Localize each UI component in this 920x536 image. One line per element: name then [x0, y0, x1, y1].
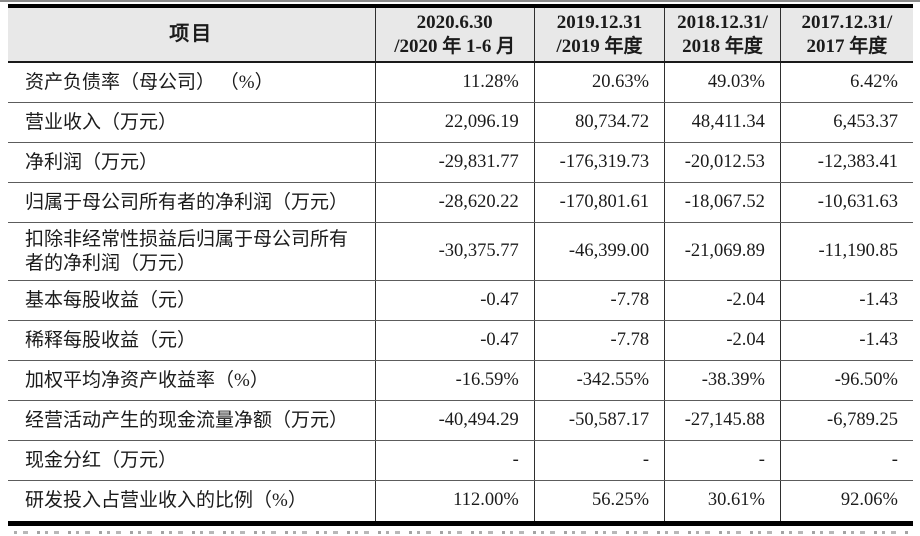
- cell-value-2019: -: [533, 441, 664, 480]
- header-period-2019-line1: 2019.12.31: [556, 11, 643, 33]
- cell-value-2019: 56.25%: [533, 481, 664, 521]
- cell-value-2018: 30.61%: [664, 481, 780, 521]
- cell-value-2020: -16.59%: [374, 361, 534, 400]
- row-label: 扣除非经常性损益后归属于母公司所有者的净利润（万元）: [25, 228, 349, 274]
- header-period-2017-line1: 2017.12.31/: [801, 11, 893, 33]
- header-period-2019: 2019.12.31 /2019 年度: [533, 8, 664, 61]
- cell-value-2020: -29,831.77: [374, 143, 534, 182]
- table-header-row: 项目 2020.6.30 /2020 年 1-6 月 2019.12.31 /2…: [8, 8, 913, 63]
- cell-value-2020: -30,375.77: [374, 223, 534, 280]
- cell-value-2018: -2.04: [664, 281, 780, 320]
- cell-value-2018: -27,145.88: [664, 401, 780, 440]
- row-label: 资产负债率（母公司） （%）: [25, 71, 274, 93]
- cell-value-2020: -: [374, 441, 534, 480]
- table-row: 基本每股收益（元） -0.47 -7.78 -2.04 -1.43: [8, 281, 913, 321]
- cell-value-2017: -96.50%: [779, 361, 913, 400]
- cell-value-2019: 80,734.72: [533, 103, 664, 142]
- table-row: 研发投入占营业收入的比例（%） 112.00% 56.25% 30.61% 92…: [8, 481, 913, 521]
- header-period-2018: 2018.12.31/ 2018 年度: [664, 8, 780, 61]
- cropped-text-remnant: [14, 529, 910, 536]
- header-item-column: 项目: [169, 23, 214, 45]
- cell-value-2020: -0.47: [374, 321, 534, 360]
- cell-value-2018: -20,012.53: [664, 143, 780, 182]
- cell-value-2018: 49.03%: [664, 63, 780, 102]
- cell-value-2017: 92.06%: [779, 481, 913, 521]
- cell-value-2018: -: [664, 441, 780, 480]
- row-label: 研发投入占营业收入的比例（%）: [25, 490, 307, 512]
- table-row: 现金分红（万元） - - - -: [8, 441, 913, 481]
- cell-value-2020: -28,620.22: [374, 183, 534, 222]
- header-period-2017: 2017.12.31/ 2017 年度: [779, 8, 913, 61]
- row-label: 稀释每股收益（元）: [25, 329, 197, 351]
- cell-value-2017: -1.43: [779, 281, 913, 320]
- cell-value-2018: -18,067.52: [664, 183, 780, 222]
- table-row: 加权平均净资产收益率（%） -16.59% -342.55% -38.39% -…: [8, 361, 913, 401]
- cell-value-2018: 48,411.34: [664, 103, 780, 142]
- table-row: 扣除非经常性损益后归属于母公司所有者的净利润（万元） -30,375.77 -4…: [8, 223, 913, 281]
- cell-value-2019: 20.63%: [533, 63, 664, 102]
- cell-value-2017: 6,453.37: [779, 103, 913, 142]
- cell-value-2017: -6,789.25: [779, 401, 913, 440]
- table-row: 经营活动产生的现金流量净额（万元） -40,494.29 -50,587.17 …: [8, 401, 913, 441]
- top-thin-rule: [0, 0, 920, 2]
- table-row: 资产负债率（母公司） （%） 11.28% 20.63% 49.03% 6.42…: [8, 63, 913, 103]
- cell-value-2018: -21,069.89: [664, 223, 780, 280]
- cell-value-2017: -11,190.85: [779, 223, 913, 280]
- table-row: 净利润（万元） -29,831.77 -176,319.73 -20,012.5…: [8, 143, 913, 183]
- table-row: 归属于母公司所有者的净利润（万元） -28,620.22 -170,801.61…: [8, 183, 913, 223]
- header-period-2020-line1: 2020.6.30: [416, 11, 493, 33]
- cell-value-2019: -7.78: [533, 321, 664, 360]
- header-period-2018-line2: 2018 年度: [682, 35, 763, 57]
- row-label: 现金分红（万元）: [25, 449, 178, 471]
- cell-value-2018: -38.39%: [664, 361, 780, 400]
- row-label: 基本每股收益（元）: [25, 289, 197, 311]
- table-body: 资产负债率（母公司） （%） 11.28% 20.63% 49.03% 6.42…: [8, 63, 913, 521]
- table-row: 稀释每股收益（元） -0.47 -7.78 -2.04 -1.43: [8, 321, 913, 361]
- cell-value-2020: -0.47: [374, 281, 534, 320]
- cell-value-2017: -: [779, 441, 913, 480]
- cell-value-2017: -1.43: [779, 321, 913, 360]
- cell-value-2019: -46,399.00: [533, 223, 664, 280]
- row-label: 经营活动产生的现金流量净额（万元）: [25, 409, 349, 431]
- cell-value-2017: 6.42%: [779, 63, 913, 102]
- row-label: 净利润（万元）: [25, 151, 159, 173]
- cell-value-2020: -40,494.29: [374, 401, 534, 440]
- cell-value-2020: 22,096.19: [374, 103, 534, 142]
- cell-value-2019: -176,319.73: [533, 143, 664, 182]
- row-label: 归属于母公司所有者的净利润（万元）: [25, 191, 349, 213]
- financial-indicators-table: 项目 2020.6.30 /2020 年 1-6 月 2019.12.31 /2…: [8, 4, 913, 526]
- cell-value-2019: -7.78: [533, 281, 664, 320]
- cell-value-2020: 11.28%: [374, 63, 534, 102]
- cell-value-2020: 112.00%: [374, 481, 534, 521]
- cell-value-2018: -2.04: [664, 321, 780, 360]
- cell-value-2019: -342.55%: [533, 361, 664, 400]
- header-period-2020-line2: /2020 年 1-6 月: [394, 35, 516, 57]
- row-label: 营业收入（万元）: [25, 111, 178, 133]
- header-period-2018-line1: 2018.12.31/: [677, 11, 768, 33]
- row-label: 加权平均净资产收益率（%）: [25, 369, 269, 391]
- header-period-2017-line2: 2017 年度: [806, 35, 888, 57]
- cell-value-2017: -12,383.41: [779, 143, 913, 182]
- table-row: 营业收入（万元） 22,096.19 80,734.72 48,411.34 6…: [8, 103, 913, 143]
- header-period-2020: 2020.6.30 /2020 年 1-6 月: [374, 8, 534, 61]
- cell-value-2019: -50,587.17: [533, 401, 664, 440]
- cell-value-2019: -170,801.61: [533, 183, 664, 222]
- cell-value-2017: -10,631.63: [779, 183, 913, 222]
- header-period-2019-line2: /2019 年度: [556, 35, 643, 57]
